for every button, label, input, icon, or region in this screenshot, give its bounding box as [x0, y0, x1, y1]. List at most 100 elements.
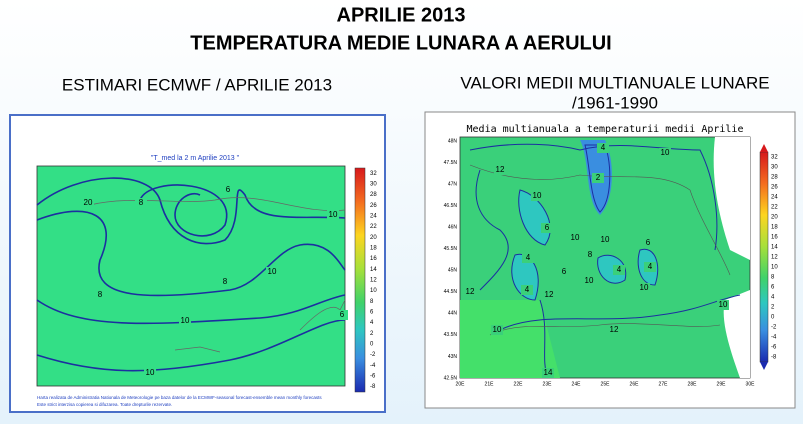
title-line: TEMPERATURA MEDIE LUNARA A AERULUI — [190, 32, 611, 54]
colorbar-label: 16 — [370, 256, 377, 262]
map-title: "T_med la 2 m Aprilie 2013 " — [151, 155, 240, 162]
contour-label: 10 — [533, 191, 542, 200]
contour-label: 10 — [640, 283, 649, 292]
contour-label: 6 — [545, 223, 550, 232]
map-title: Media multianuala a temperaturii medii A… — [467, 124, 744, 135]
contour-label: 10 — [571, 233, 580, 242]
colorbar-label: -4 — [771, 335, 777, 341]
contour-label-bg — [464, 287, 476, 297]
colorbar-label: 4 — [771, 295, 775, 301]
contour-label-bg — [491, 325, 503, 335]
colorbar-label: 26 — [370, 203, 377, 209]
colorbar-label: 24 — [771, 195, 778, 201]
contour-label-bg — [179, 316, 191, 326]
contour-label-bg — [558, 267, 570, 277]
colorbar-label: -8 — [370, 384, 376, 390]
lat-label: 45.5N — [444, 246, 458, 252]
contour-label: 4 — [525, 285, 530, 294]
contour-label: 10 — [268, 267, 277, 276]
left-map: "T_med la 2 m Aprilie 2013 " Harta reali… — [9, 114, 386, 413]
colorbar-label: 8 — [370, 299, 374, 305]
colorbar-label: 32 — [771, 155, 778, 161]
lat-label: 44N — [448, 311, 458, 317]
colorbar-label: 30 — [370, 182, 377, 188]
colorbar-label: 20 — [370, 235, 377, 241]
colorbar-label: 0 — [771, 315, 775, 321]
contour-label-bg — [597, 143, 609, 153]
lon-label: 30E — [746, 381, 756, 387]
contour-label: 4 — [617, 265, 622, 274]
colorbar-label: 18 — [370, 246, 377, 252]
contour-label-bg — [638, 283, 650, 293]
contour-label: 10 — [719, 300, 728, 309]
colorbar-label: 10 — [370, 288, 377, 294]
contour-label-bg — [592, 173, 604, 183]
contour-label: 14 — [544, 368, 553, 377]
contour-label: 20 — [84, 198, 93, 207]
lat-label: 47N — [448, 181, 458, 187]
contour-label: 10 — [585, 276, 594, 285]
contour-label-bg — [644, 262, 656, 272]
colorbar-label: -8 — [771, 355, 777, 361]
contour-label-bg — [222, 185, 234, 195]
colorbar-label: 12 — [370, 278, 377, 284]
contour-label-bg — [494, 165, 506, 175]
contour-label-bg — [584, 250, 596, 260]
lon-label: 23E — [543, 381, 553, 387]
lat-label: 46N — [448, 225, 458, 231]
colorbar-label: 26 — [771, 185, 778, 191]
contour-label: 12 — [466, 287, 475, 296]
colorbar-label: 2 — [370, 331, 374, 337]
contour-label: 12 — [545, 290, 554, 299]
contour-label-bg — [94, 290, 106, 300]
lon-label: 28E — [688, 381, 698, 387]
lon-label: 24E — [572, 381, 582, 387]
contour-label: 10 — [493, 325, 502, 334]
lat-label: 48N — [448, 138, 458, 144]
colorbar-label: -4 — [370, 363, 376, 369]
contour-label-bg — [583, 276, 595, 286]
colorbar-label: 24 — [370, 214, 377, 220]
contour-label: 12 — [496, 165, 505, 174]
lon-label: 27E — [659, 381, 669, 387]
lon-label: 21E — [485, 381, 495, 387]
colorbar-label: -6 — [771, 345, 777, 351]
lat-label: 42.5N — [444, 375, 458, 381]
lat-label: 46.5N — [444, 203, 458, 209]
colorbar-label: 6 — [771, 285, 775, 291]
colorbar-label: 14 — [370, 267, 377, 273]
left-heading: ESTIMARI ECMWF / APRILIE 2013 — [62, 75, 332, 94]
contour-label: 10 — [181, 316, 190, 325]
right-map: Media multianuala a temperaturii medii A… — [424, 111, 796, 409]
contour-label-bg — [717, 300, 729, 310]
lon-label: 29E — [717, 381, 727, 387]
contour-label-bg — [327, 210, 339, 220]
title-line: APRILIE 2013 — [337, 4, 466, 26]
contour-label-bg — [219, 277, 231, 287]
contour-label-bg — [266, 267, 278, 277]
contour-label-bg — [521, 285, 533, 295]
contour-label: 10 — [661, 148, 670, 157]
colorbar-label: 10 — [771, 265, 778, 271]
contour-label: 8 — [223, 277, 228, 286]
contour-label-bg — [599, 235, 611, 245]
colorbar-label: 28 — [370, 192, 377, 198]
footnote: Este strict interzisa copierea si difuza… — [37, 402, 172, 407]
contour-label-bg — [608, 325, 620, 335]
colorbar-label: 0 — [370, 342, 374, 348]
colorbar-label: 22 — [771, 205, 778, 211]
lat-label: 47.5N — [444, 160, 458, 166]
colorbar-label: 22 — [370, 224, 377, 230]
contour-label: 4 — [526, 253, 531, 262]
colorbar-label: 20 — [771, 215, 778, 221]
contour-label-bg — [569, 233, 581, 243]
contour-label: 10 — [601, 235, 610, 244]
colorbar-label: 18 — [771, 225, 778, 231]
colorbar-label: 14 — [771, 245, 778, 251]
contour-label: 8 — [588, 250, 593, 259]
lat-label: 44.5N — [444, 289, 458, 295]
colorbar-label: 28 — [771, 175, 778, 181]
contour-label-bg — [542, 368, 554, 378]
contour-label: 6 — [226, 185, 231, 194]
colorbar-label: 4 — [370, 320, 374, 326]
